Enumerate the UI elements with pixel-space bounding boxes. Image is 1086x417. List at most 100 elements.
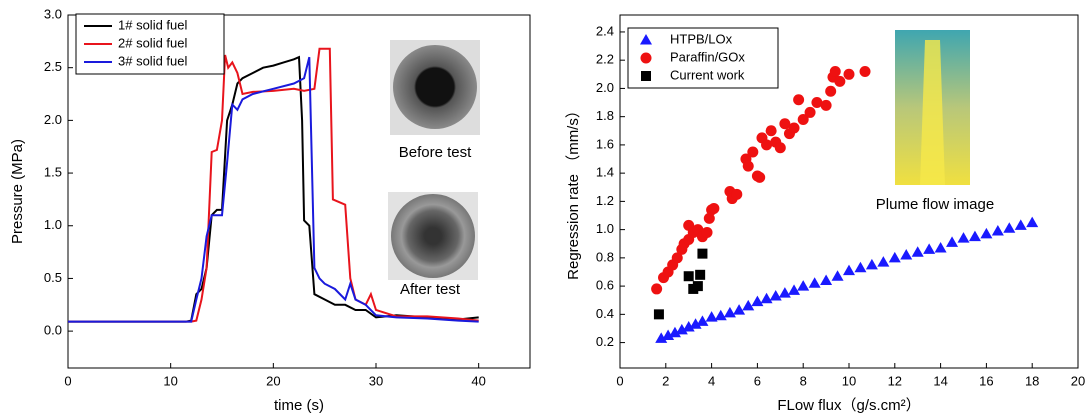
legend-swatch [640,52,652,64]
circle-marker [765,125,777,137]
legend-box [627,27,779,89]
triangle-marker [831,270,844,281]
triangle-marker [923,243,936,254]
annotation: Before test [399,144,472,161]
circle-marker [834,75,846,87]
triangle-marker [1014,219,1027,230]
triangle-marker [843,264,855,276]
triangle-marker [911,246,924,257]
plot-frame [67,14,531,369]
circle-marker [829,65,841,77]
triangle-marker [675,323,688,335]
fuel-before [393,45,477,129]
annotation: Plume flow image [876,196,994,213]
x-tick-label: 20 [266,373,280,388]
x-tick-label: 0 [616,373,623,388]
legend-label: 2# solid fuel [118,35,187,50]
x-tick-label: 20 [1071,373,1085,388]
x-tick-label: 8 [800,373,807,388]
y-tick-label: 3.0 [44,6,62,21]
circle-marker [742,160,754,172]
x-tick-label: 30 [369,373,383,388]
triangle-marker [820,274,833,285]
x-tick-label: 16 [979,373,993,388]
y-axis-title: Pressure (MPa) [9,139,26,244]
triangle-marker [957,232,970,243]
triangle-marker [934,241,947,253]
triangle-marker [888,251,901,263]
y-tick-label: 0.5 [44,270,62,285]
y-tick-label: 2.0 [44,112,62,127]
y-tick-label: 1.2 [596,193,614,208]
triangle-marker [751,295,764,307]
triangle-marker [865,258,878,270]
circle-marker [793,94,805,106]
y-tick-label: 2.2 [596,52,614,67]
y-tick-label: 1.0 [44,217,62,232]
triangle-marker [797,280,810,291]
circle-marker [859,65,871,77]
legend-label: HTPB/LOx [670,31,733,46]
y-tick-label: 2.0 [596,80,614,95]
triangle-marker [968,230,981,242]
x-axis-title: time (s) [274,397,324,414]
triangle-marker [854,261,867,273]
circle-marker [701,226,713,238]
y-tick-label: 2.5 [44,59,62,74]
triangle-marker [714,309,727,321]
y-tick-label: 1.0 [596,221,614,236]
square-marker [683,271,694,282]
y-tick-label: 0.8 [596,249,614,264]
legend-label: Current work [670,67,745,82]
triangle-marker [769,289,782,301]
x-tick-label: 4 [708,373,715,388]
x-tick-label: 6 [754,373,761,388]
circle-marker [731,188,743,200]
square-marker [653,309,664,320]
y-tick-label: 0.2 [596,334,614,349]
x-tick-label: 12 [888,373,902,388]
triangle-marker [808,277,821,288]
legend-label: Paraffin/GOx [670,49,745,64]
y-tick-label: 1.8 [596,108,614,123]
triangle-marker [668,326,681,338]
circle-marker [671,252,683,264]
circle-marker [804,106,816,118]
x-tick-label: 0 [64,373,71,388]
triangle-marker [778,287,791,298]
x-tick-label: 18 [1025,373,1039,388]
pressure-line [68,56,479,323]
annotation: After test [400,281,461,298]
triangle-marker [655,332,668,343]
y-tick-label: 2.4 [596,23,614,38]
triangle-marker [760,292,773,304]
circle-marker [779,118,791,130]
circle-marker [825,85,837,97]
legend-label: 3# solid fuel [118,53,187,68]
circle-marker [651,283,663,295]
circle-marker [774,142,786,154]
x-tick-label: 2 [662,373,669,388]
plume-core [920,40,945,185]
circle-marker [820,99,832,111]
x-tick-label: 14 [933,373,947,388]
fuel-after [391,194,475,278]
circle-marker [811,97,823,109]
triangle-marker [1003,222,1016,233]
circle-marker [747,146,759,158]
y-tick-label: 1.6 [596,136,614,151]
y-tick-label: 1.5 [44,164,62,179]
x-axis-title: FLow flux（g/s.cm²） [777,397,920,414]
triangle-marker [705,311,718,322]
y-tick-label: 1.4 [596,165,614,180]
triangle-marker [723,306,736,318]
triangle-marker [689,318,702,329]
triangle-marker [980,227,993,239]
y-axis-title: Regression rate （mm/s） [565,103,582,280]
circle-marker [843,68,855,80]
square-marker [695,269,706,280]
triangle-marker [1026,216,1039,228]
square-marker [697,248,708,259]
